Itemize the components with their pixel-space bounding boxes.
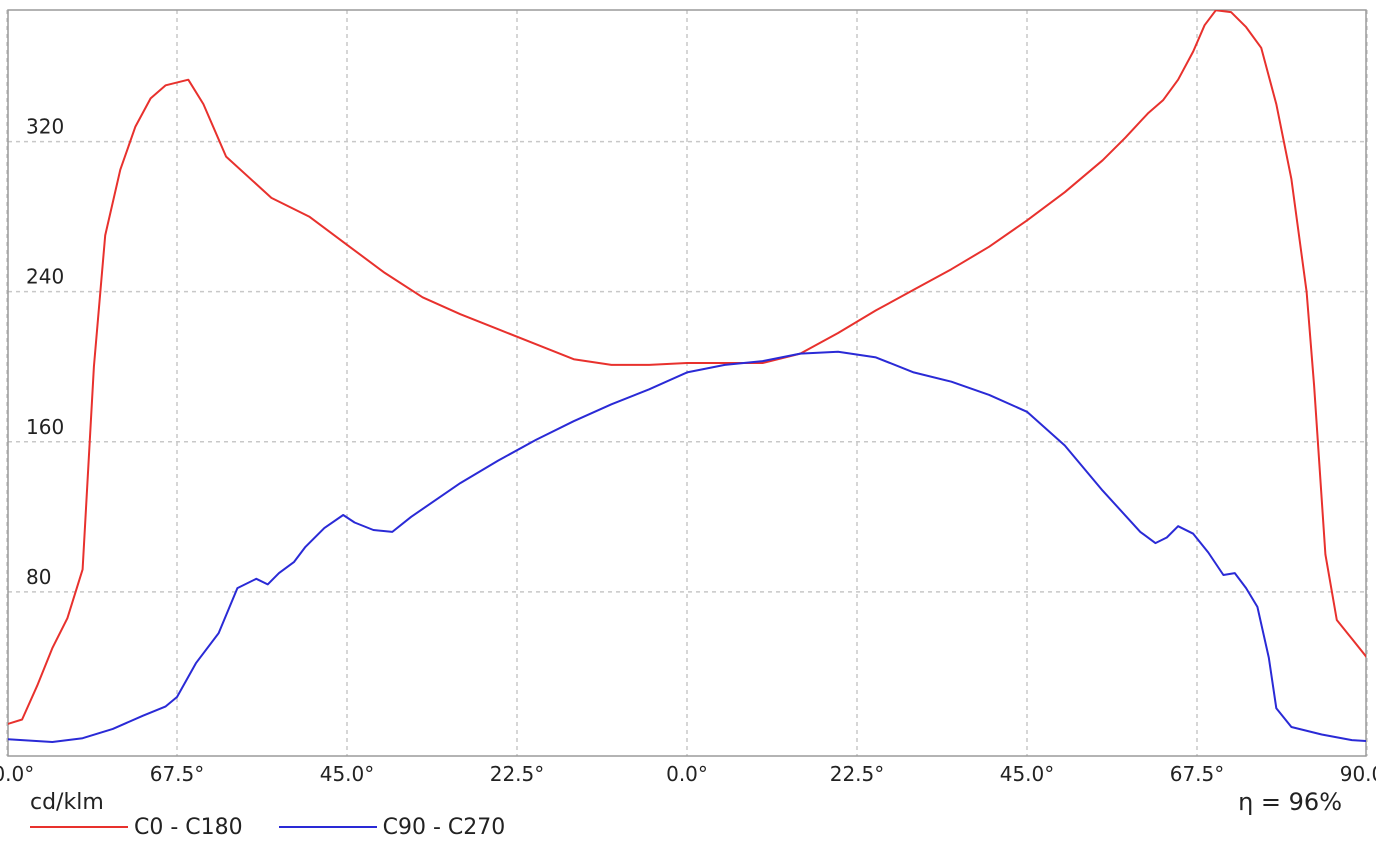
x-tick-label: 90.0° <box>1340 762 1376 786</box>
series-line-c90-c270 <box>8 350 1366 743</box>
y-tick-label: 320 <box>26 115 64 139</box>
y-tick-label: 80 <box>26 565 51 589</box>
legend-swatch <box>278 826 377 828</box>
legend: C0 - C180 C90 - C270 <box>30 814 541 840</box>
unit-label: cd/klm <box>30 790 104 815</box>
x-tick-label: 45.0° <box>320 762 375 786</box>
legend-label: C0 - C180 <box>134 814 243 840</box>
y-tick-label: 240 <box>26 265 64 289</box>
series-lines <box>8 10 1366 743</box>
x-tick-label: 22.5° <box>830 762 885 786</box>
legend-item-c90-c270: C90 - C270 <box>278 814 506 840</box>
tick-labels: 90.0° 67.5° 45.0° 22.5° 0.0° 22.5° 45.0° 67.5° 9… <box>0 115 1376 786</box>
grid <box>6 10 1368 756</box>
x-tick-label: 67.5° <box>150 762 205 786</box>
plot-border <box>7 9 1367 757</box>
x-tick-label: 67.5° <box>1170 762 1225 786</box>
x-tick-label: 0.0° <box>666 762 708 786</box>
x-tick-label: 22.5° <box>490 762 545 786</box>
legend-item-c0-c180: C0 - C180 <box>30 815 243 840</box>
legend-label: C90 - C270 <box>382 814 506 840</box>
series-line-c0-c180 <box>8 10 1366 725</box>
legend-swatch <box>30 826 128 828</box>
x-tick-label: 45.0° <box>1000 762 1055 786</box>
y-tick-label: 160 <box>26 415 64 439</box>
efficiency-label: η = 96% <box>1238 788 1342 816</box>
x-tick-label: 90.0° <box>0 762 34 786</box>
plot-frame <box>7 9 1367 757</box>
